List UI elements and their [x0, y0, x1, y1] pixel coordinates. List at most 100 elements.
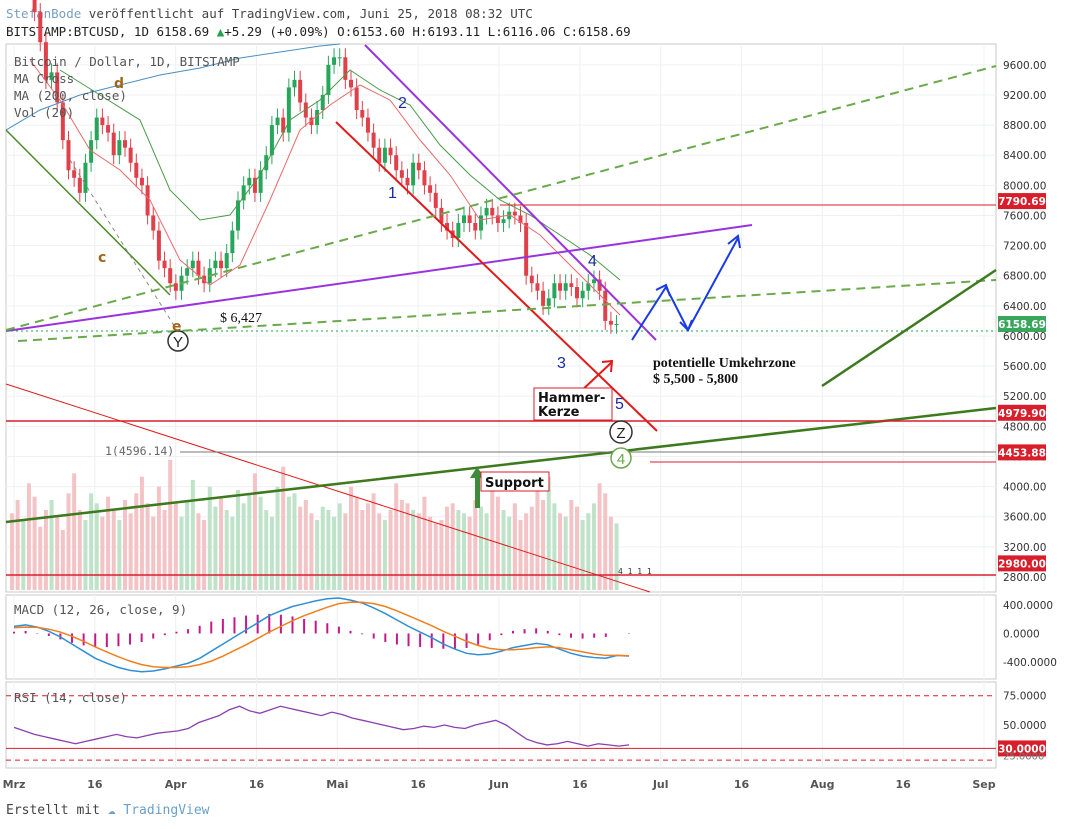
candle-body: [213, 260, 218, 269]
volume-bar: [94, 503, 99, 590]
candle-body: [575, 286, 579, 299]
volume-bar: [111, 510, 116, 590]
volume-bar: [320, 506, 325, 590]
price-label-text: 4979.90: [998, 408, 1046, 420]
y-tick-label: 4000.00: [1003, 482, 1046, 494]
volume-bar: [83, 520, 88, 590]
volume-bar: [286, 496, 291, 590]
ohlc-values: O:6153.60 H:6193.11 L:6116.06 C:6158.69: [337, 24, 631, 39]
candle-body: [168, 268, 173, 284]
candle-body: [43, 42, 48, 80]
reversal-zone-range: $ 5,500 - 5,800: [653, 372, 738, 387]
signal-line: [13, 601, 630, 669]
candle-body: [541, 290, 546, 306]
candle-body: [230, 230, 235, 254]
price-panel-border: [5, 43, 997, 593]
candle-body: [518, 215, 523, 223]
tradingview-link[interactable]: TradingView: [123, 803, 210, 818]
y-tick-label: 5600.00: [1003, 361, 1046, 373]
y-tick-label: 4800.00: [1003, 421, 1046, 433]
candle-body: [388, 147, 393, 156]
volume-bar: [269, 516, 274, 590]
x-tick-label: Jul: [652, 778, 669, 791]
volume-bar: [507, 516, 512, 590]
price-label-badge: [998, 444, 1046, 461]
candle-body: [196, 260, 201, 276]
macd-title: MACD (12, 26, close, 9): [14, 602, 187, 617]
volume-bar: [252, 473, 257, 590]
volume-bar: [462, 513, 466, 590]
candle-body: [603, 290, 608, 321]
x-tick-label: Mai: [326, 778, 348, 791]
candle-body: [365, 117, 370, 133]
volume-bar: [580, 520, 585, 590]
candle-body: [405, 177, 410, 186]
rsi-tick-label: 30.0000: [998, 743, 1046, 755]
volume-bar: [292, 493, 297, 590]
price-label-text: 6158.69: [998, 319, 1046, 331]
candle-body: [72, 170, 77, 178]
volume-bar: [315, 520, 320, 590]
publish-text: veröffentlicht auf TradingView.com, Juni…: [88, 6, 533, 21]
candles: [32, 0, 619, 334]
volume-bar: [173, 503, 178, 590]
rsi-line: [13, 705, 630, 747]
volume-bar: [145, 503, 150, 590]
volume-bar: [603, 493, 608, 590]
price-label-badge: [998, 315, 1046, 332]
volume-bar: [134, 493, 139, 590]
volume-bar: [66, 493, 71, 590]
volume-bar: [264, 510, 269, 590]
letter-c: c: [98, 250, 106, 266]
volume-bar: [365, 503, 370, 590]
z-marker-circle: [609, 420, 633, 444]
volume-bar: [343, 513, 348, 590]
volume-bar: [60, 530, 65, 590]
volume-bar: [478, 506, 483, 590]
candle-body: [467, 215, 472, 223]
hammer-label: Hammer- Kerze: [538, 391, 610, 420]
candle-body: [55, 72, 60, 103]
volume-bar: [512, 503, 517, 590]
candle-body: [343, 57, 348, 80]
candle-body: [445, 222, 450, 231]
trendline-green-support: [5, 406, 997, 524]
volume-bar: [38, 526, 43, 590]
candle-body: [32, 0, 37, 13]
candle-body: [332, 57, 337, 65]
projection-arrowhead-2: [727, 234, 741, 249]
volume-bar: [411, 510, 416, 590]
author-name[interactable]: StefanBode: [6, 6, 82, 21]
volume-bar: [563, 516, 568, 590]
volume-bar: [360, 510, 365, 590]
volume-bar: [151, 516, 156, 590]
candle-body: [382, 147, 387, 163]
candle-body: [473, 222, 478, 231]
trendline-gray-dashed: [69, 159, 181, 336]
trendline-purple-down: [364, 44, 657, 341]
candle-body: [162, 260, 167, 269]
price-6427-label: $ 6,427: [220, 311, 262, 326]
tradingview-logo-icon[interactable]: ☁: [107, 803, 116, 818]
macd-tick-label: 0.0000: [1003, 628, 1040, 640]
candle-body: [185, 268, 190, 276]
last-price: 6158.69: [156, 24, 210, 39]
hammer-label-line2: Kerze: [538, 405, 580, 420]
volume-bar: [72, 473, 77, 590]
x-axis: Mrz 16 Apr 16 Mai 16 Jun 16 Jul 16 Aug 16 Sep: [3, 778, 996, 791]
candle-body: [399, 170, 404, 178]
rsi-tick-label: 75.0000: [1003, 691, 1046, 703]
candle-body: [326, 64, 331, 95]
candle-body: [546, 298, 551, 306]
candle-body: [484, 207, 489, 216]
y-tick-label: 7200.00: [1003, 241, 1046, 253]
wave-label-2: 2: [398, 95, 407, 112]
candle-body: [614, 323, 619, 325]
volume-bar: [77, 510, 82, 590]
candle-body: [394, 155, 399, 171]
volume-bar: [128, 513, 133, 590]
candle-body: [597, 279, 602, 291]
candle-body: [286, 87, 291, 133]
